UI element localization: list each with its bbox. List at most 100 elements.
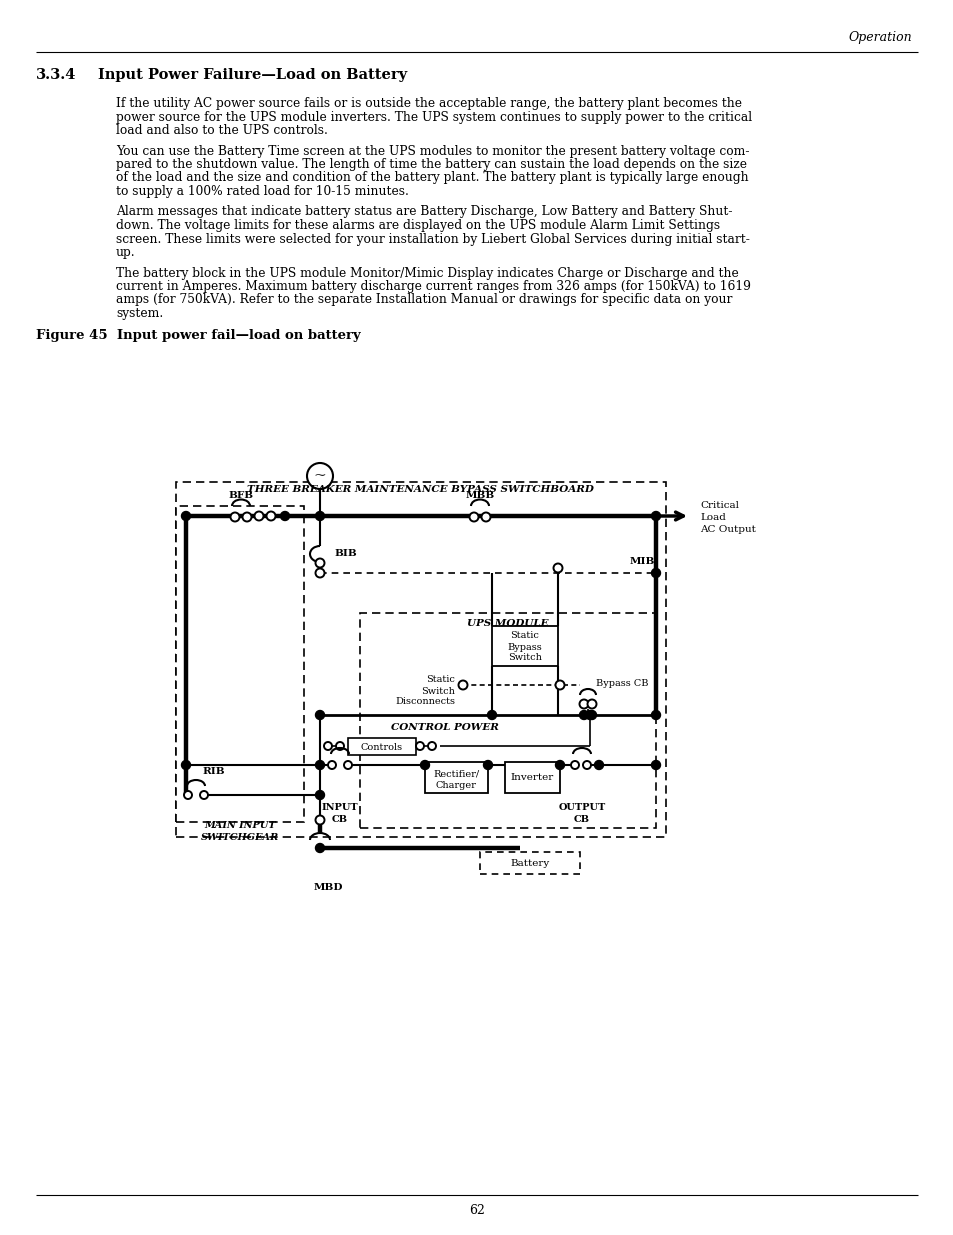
Text: Battery: Battery <box>510 858 549 867</box>
Circle shape <box>315 790 324 799</box>
Circle shape <box>242 513 252 521</box>
Circle shape <box>594 761 603 769</box>
Bar <box>175 506 304 823</box>
Text: SWITCHGEAR: SWITCHGEAR <box>201 834 279 842</box>
Circle shape <box>582 761 590 769</box>
Circle shape <box>651 710 659 720</box>
Circle shape <box>231 513 239 521</box>
Text: Switch: Switch <box>420 687 455 695</box>
Text: UPS MODULE: UPS MODULE <box>467 619 548 627</box>
Circle shape <box>578 699 588 709</box>
Circle shape <box>420 761 429 769</box>
Circle shape <box>428 742 436 750</box>
Circle shape <box>315 511 324 520</box>
Text: Inverter: Inverter <box>510 773 553 782</box>
Text: amps (for 750kVA). Refer to the separate Installation Manual or drawings for spe: amps (for 750kVA). Refer to the separate… <box>116 294 732 306</box>
Circle shape <box>481 513 490 521</box>
Text: ~: ~ <box>314 469 326 483</box>
Text: pared to the shutdown value. The length of time the battery can sustain the load: pared to the shutdown value. The length … <box>116 158 746 170</box>
Text: Charger: Charger <box>436 781 476 789</box>
Text: current in Amperes. Maximum battery discharge current ranges from 326 amps (for : current in Amperes. Maximum battery disc… <box>116 280 750 293</box>
Circle shape <box>587 710 596 720</box>
Circle shape <box>651 511 659 520</box>
Text: Static: Static <box>510 631 538 641</box>
Text: The battery block in the UPS module Monitor/Mimic Display indicates Charge or Di: The battery block in the UPS module Moni… <box>116 267 738 279</box>
Text: to supply a 100% rated load for 10-15 minutes.: to supply a 100% rated load for 10-15 mi… <box>116 185 409 198</box>
Text: If the utility AC power source fails or is outside the acceptable range, the bat: If the utility AC power source fails or … <box>116 98 741 110</box>
Circle shape <box>416 742 423 750</box>
Circle shape <box>555 761 564 769</box>
Text: 3.3.4: 3.3.4 <box>36 68 76 82</box>
Text: AC Output: AC Output <box>700 526 755 535</box>
Circle shape <box>315 844 324 852</box>
Text: up.: up. <box>116 246 135 259</box>
Circle shape <box>315 558 324 568</box>
Text: Rectifier/: Rectifier/ <box>433 769 478 778</box>
Circle shape <box>315 710 324 720</box>
Text: down. The voltage limits for these alarms are displayed on the UPS module Alarm : down. The voltage limits for these alarm… <box>116 219 720 232</box>
Circle shape <box>315 815 324 825</box>
Text: Input Power Failure—Load on Battery: Input Power Failure—Load on Battery <box>98 68 407 82</box>
Circle shape <box>578 710 588 720</box>
Text: CB: CB <box>332 815 348 824</box>
Bar <box>348 739 416 755</box>
Circle shape <box>555 680 564 689</box>
Circle shape <box>571 761 578 769</box>
Text: Bypass: Bypass <box>507 642 542 652</box>
Text: Critical: Critical <box>700 501 739 510</box>
Text: Figure 45  Input power fail—load on battery: Figure 45 Input power fail—load on batte… <box>36 329 360 342</box>
Text: Alarm messages that indicate battery status are Battery Discharge, Low Battery a: Alarm messages that indicate battery sta… <box>116 205 732 219</box>
Text: 62: 62 <box>469 1203 484 1216</box>
Circle shape <box>651 761 659 769</box>
Circle shape <box>328 761 335 769</box>
Text: OUTPUT: OUTPUT <box>558 804 605 813</box>
Bar <box>479 852 579 874</box>
Text: load and also to the UPS controls.: load and also to the UPS controls. <box>116 124 328 137</box>
Circle shape <box>651 568 659 578</box>
Circle shape <box>181 511 191 520</box>
Circle shape <box>553 563 562 573</box>
Circle shape <box>469 513 478 521</box>
Text: MBD: MBD <box>313 883 342 893</box>
Text: power source for the UPS module inverters. The UPS system continues to supply po: power source for the UPS module inverter… <box>116 110 751 124</box>
Text: MAIN INPUT: MAIN INPUT <box>204 821 275 830</box>
Circle shape <box>344 761 352 769</box>
Text: Disconnects: Disconnects <box>395 698 455 706</box>
Circle shape <box>254 511 263 520</box>
Circle shape <box>458 680 467 689</box>
Text: screen. These limits were selected for your installation by Liebert Global Servi: screen. These limits were selected for y… <box>116 232 749 246</box>
Circle shape <box>181 761 191 769</box>
Text: Bypass CB: Bypass CB <box>596 678 648 688</box>
Bar <box>175 482 665 837</box>
Text: RIB: RIB <box>202 767 224 777</box>
Bar <box>359 613 656 827</box>
Bar <box>504 762 559 793</box>
Text: THREE BREAKER MAINTENANCE BYPASS SWITCHBOARD: THREE BREAKER MAINTENANCE BYPASS SWITCHB… <box>246 485 593 494</box>
Text: Static: Static <box>426 676 455 684</box>
Bar <box>492 626 558 666</box>
Text: CB: CB <box>574 815 589 824</box>
Text: Operation: Operation <box>847 32 911 44</box>
Text: Controls: Controls <box>360 742 402 752</box>
Circle shape <box>315 761 324 769</box>
Bar <box>424 762 488 793</box>
Circle shape <box>200 790 208 799</box>
Text: BFB: BFB <box>228 492 253 500</box>
Circle shape <box>184 790 192 799</box>
Text: You can use the Battery Time screen at the UPS modules to monitor the present ba: You can use the Battery Time screen at t… <box>116 144 749 158</box>
Text: INPUT: INPUT <box>321 804 358 813</box>
Circle shape <box>315 568 324 578</box>
Text: Switch: Switch <box>508 653 541 662</box>
Text: system.: system. <box>116 308 163 320</box>
Text: MBB: MBB <box>465 492 494 500</box>
Circle shape <box>266 511 275 520</box>
Circle shape <box>483 761 492 769</box>
Text: CONTROL POWER: CONTROL POWER <box>391 724 498 732</box>
Circle shape <box>307 463 333 489</box>
Circle shape <box>585 710 594 720</box>
Text: BIB: BIB <box>334 550 356 558</box>
Text: of the load and the size and condition of the battery plant. The battery plant i: of the load and the size and condition o… <box>116 172 748 184</box>
Circle shape <box>280 511 289 520</box>
Text: Load: Load <box>700 514 725 522</box>
Text: MIB: MIB <box>629 557 654 566</box>
